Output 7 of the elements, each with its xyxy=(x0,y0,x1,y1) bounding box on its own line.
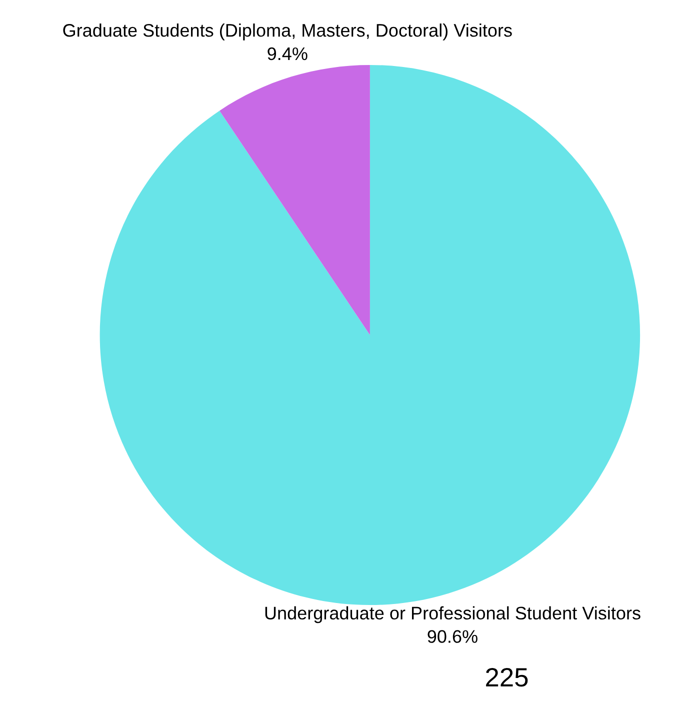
pie-slice xyxy=(220,64,370,335)
pie-slice xyxy=(100,64,640,606)
slice-label: Undergraduate or Professional Student Visitors xyxy=(265,606,640,624)
text: 225 xyxy=(486,668,528,687)
slice-label: Graduate Students (Diploma, Masters, Doctoral) Visitors xyxy=(63,24,512,40)
data-label: 90.6% xyxy=(428,630,478,643)
data-label: 9.4% xyxy=(268,47,308,60)
